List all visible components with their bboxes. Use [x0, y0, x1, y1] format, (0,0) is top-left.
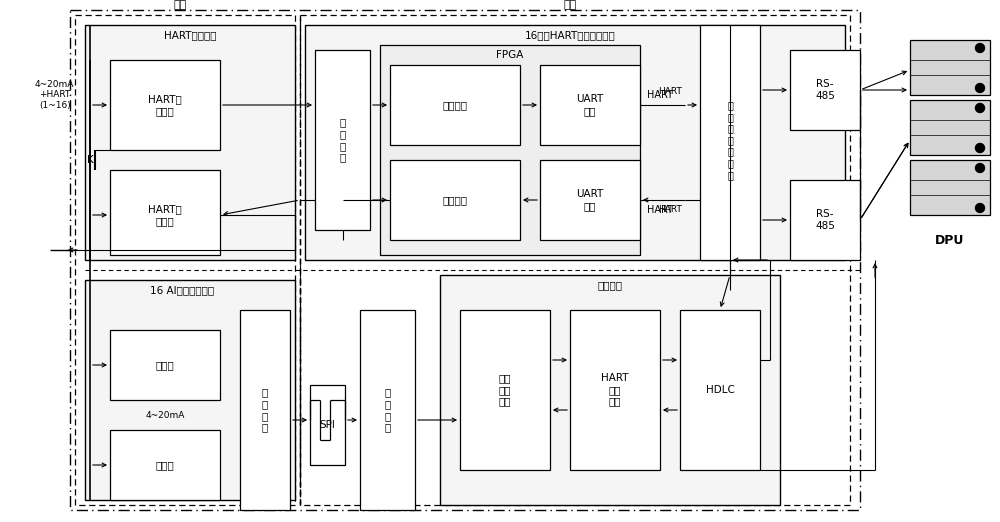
Bar	[110, 330, 220, 400]
Text: 16通道HART信号处理模块: 16通道HART信号处理模块	[525, 30, 615, 40]
Text: HART接
收整形: HART接 收整形	[148, 94, 182, 116]
Text: 微控制器: 微控制器	[598, 280, 622, 290]
Text: HART
协议
处理: HART 协议 处理	[601, 373, 629, 407]
Circle shape	[976, 163, 984, 172]
Text: HART: HART	[658, 206, 682, 215]
Bar	[110, 430, 220, 500]
Bar	[790, 50, 860, 130]
Bar	[85, 280, 295, 500]
Text: 光
电
隔
离: 光 电 隔 离	[339, 117, 346, 162]
Text: DPU: DPU	[935, 233, 965, 246]
Text: 子卡: 子卡	[173, 0, 187, 10]
Text: FPGA: FPGA	[496, 50, 524, 60]
Bar	[110, 170, 220, 255]
Text: 主卡: 主卡	[563, 0, 577, 10]
Bar	[390, 160, 520, 240]
Text: SPI: SPI	[320, 420, 335, 430]
Text: 串
并
／
并
串
转
换: 串 并 ／ 并 串 转 换	[727, 100, 733, 180]
Text: 光
电
隔
离: 光 电 隔 离	[384, 388, 391, 432]
Text: HART整形模块: HART整形模块	[164, 30, 216, 40]
Bar	[305, 25, 845, 260]
Bar	[460, 310, 550, 470]
Text: 4~20mA
+HART
(1~16): 4~20mA +HART (1~16)	[35, 80, 74, 110]
Text: HART: HART	[647, 90, 673, 100]
Text: UART
发送: UART 发送	[576, 189, 604, 211]
Text: HDLC: HDLC	[706, 385, 734, 395]
Text: 信号解调: 信号解调	[442, 100, 468, 110]
Bar	[570, 310, 660, 470]
Bar	[310, 385, 345, 465]
Text: HART: HART	[647, 205, 673, 215]
Bar	[910, 100, 990, 155]
Text: RS-
485: RS- 485	[815, 209, 835, 231]
Text: HART发
送整形: HART发 送整形	[148, 204, 182, 226]
Circle shape	[976, 204, 984, 212]
Bar	[240, 310, 290, 510]
Circle shape	[976, 43, 984, 53]
Bar	[390, 65, 520, 145]
Bar	[700, 25, 760, 260]
Bar	[75, 15, 295, 505]
Bar	[110, 60, 220, 150]
Text: 数据
采集
处理: 数据 采集 处理	[499, 373, 511, 407]
Bar	[790, 180, 860, 260]
Bar	[910, 40, 990, 95]
Circle shape	[976, 84, 984, 92]
Bar	[85, 25, 295, 260]
Text: 滤波器: 滤波器	[156, 460, 174, 470]
Bar	[680, 310, 760, 470]
Text: RS-
485: RS- 485	[815, 79, 835, 101]
Text: 4~20mA: 4~20mA	[145, 410, 185, 420]
Text: 信号调制: 信号调制	[442, 195, 468, 205]
Circle shape	[976, 144, 984, 152]
Text: 滤波器: 滤波器	[156, 360, 174, 370]
Bar	[300, 15, 850, 505]
Bar	[315, 50, 370, 230]
Bar	[540, 65, 640, 145]
Text: UART
接收: UART 接收	[576, 94, 604, 116]
Text: 模
数
转
换: 模 数 转 换	[262, 388, 268, 432]
Bar	[440, 275, 780, 505]
Text: HART: HART	[658, 88, 682, 97]
Bar	[380, 45, 640, 255]
Text: 16 AI数据采集模块: 16 AI数据采集模块	[150, 285, 214, 295]
Bar	[70, 10, 860, 510]
Bar	[360, 310, 415, 510]
Bar	[910, 160, 990, 215]
Bar	[540, 160, 640, 240]
Text: K: K	[87, 155, 93, 165]
Circle shape	[976, 103, 984, 113]
